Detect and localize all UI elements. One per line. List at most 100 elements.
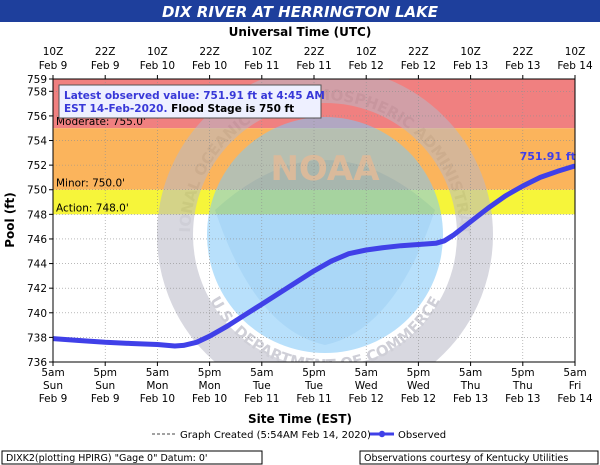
y-tick-label-3: 742 — [27, 283, 47, 295]
footer-right-box — [359, 450, 599, 465]
info-box-frame — [58, 84, 322, 119]
observed-series-line — [53, 163, 575, 349]
flood-band-label-0: Moderate: 755.0' — [56, 116, 146, 128]
top-axis-title: Universal Time (UTC) — [229, 25, 372, 39]
y-tick-label-9: 754 — [27, 136, 47, 148]
legend-observed-marker — [378, 430, 386, 438]
bottom-tick-time-2: 5am — [146, 367, 169, 379]
legend: Graph Created (5:54AM Feb 14, 2020) Obse… — [152, 430, 446, 441]
top-tick-date-4: Feb 11 — [244, 60, 279, 72]
footer-left-text: DIXK2(plotting HPIRG) "Gage 0" Datum: 0' — [6, 453, 208, 464]
bottom-tick-date-8: Feb 13 — [453, 393, 488, 405]
bottom-tick-date-10: Feb 14 — [557, 393, 593, 405]
info-box-date: EST 14-Feb-2020. — [64, 103, 167, 115]
y-tick-label-4: 744 — [27, 259, 47, 271]
bottom-tick-day-6: Wed — [355, 380, 378, 392]
y-tick-label-7: 750 — [27, 185, 47, 197]
top-tick-label-9: 22Z — [513, 46, 534, 58]
top-tick-date-3: Feb 10 — [192, 60, 227, 72]
bottom-tick-time-8: 5am — [459, 367, 482, 379]
watermark-ring — [157, 79, 493, 362]
y-tick-label-0: 736 — [27, 357, 47, 369]
bottom-tick-day-4: Tue — [252, 380, 271, 392]
latest-value-label: 751.91 ft — [520, 150, 576, 163]
footer-right-text: Observations courtesy of Kentucky Utilit… — [364, 453, 568, 464]
bottom-tick-date-6: Feb 12 — [349, 393, 384, 405]
top-tick-date-7: Feb 12 — [401, 60, 436, 72]
legend-graph-created: Graph Created (5:54AM Feb 14, 2020) — [180, 430, 371, 441]
y-tick-label-12: 759 — [27, 74, 47, 86]
top-tick-label-0: 10Z — [43, 46, 64, 58]
bottom-tick-day-1: Sun — [95, 380, 115, 392]
bottom-tick-day-7: Wed — [407, 380, 430, 392]
bottom-tick-time-6: 5am — [355, 367, 378, 379]
bottom-tick-date-2: Feb 10 — [140, 393, 175, 405]
top-tick-date-1: Feb 9 — [91, 60, 120, 72]
top-tick-date-6: Feb 12 — [349, 60, 384, 72]
top-tick-date-8: Feb 13 — [453, 60, 488, 72]
y-tick-label-11: 758 — [27, 86, 47, 98]
y-tick-label-1: 738 — [27, 332, 47, 344]
bottom-tick-time-5: 5pm — [302, 367, 326, 379]
bottom-tick-day-5: Tue — [304, 380, 323, 392]
bottom-tick-day-2: Mon — [146, 380, 168, 392]
top-tick-label-6: 10Z — [356, 46, 377, 58]
bottom-tick-date-7: Feb 12 — [401, 393, 436, 405]
bottom-tick-day-0: Sun — [43, 380, 63, 392]
y-axis-title: Pool (ft) — [3, 192, 17, 248]
bottom-tick-date-5: Feb 11 — [296, 393, 331, 405]
top-tick-label-10: 10Z — [565, 46, 586, 58]
bottom-tick-day-10: Fri — [569, 380, 582, 392]
bottom-tick-date-0: Feb 9 — [39, 393, 68, 405]
bottom-tick-date-1: Feb 9 — [91, 393, 120, 405]
y-tick-label-8: 752 — [27, 160, 47, 172]
info-box-line1: Latest observed value: 751.91 ft at 4:45… — [64, 90, 325, 102]
chart-title: DIX RIVER AT HERRINGTON LAKE — [162, 3, 439, 21]
top-tick-label-8: 10Z — [460, 46, 481, 58]
info-box-line2: EST 14-Feb-2020. Flood Stage is 750 ft — [64, 103, 294, 115]
bottom-tick-date-9: Feb 13 — [505, 393, 540, 405]
flood-band-label-1: Minor: 750.0' — [56, 178, 125, 190]
top-tick-date-0: Feb 9 — [39, 60, 68, 72]
footer-left-box — [1, 450, 263, 465]
bottom-tick-date-3: Feb 10 — [192, 393, 227, 405]
top-tick-date-5: Feb 11 — [296, 60, 331, 72]
top-tick-date-10: Feb 14 — [557, 60, 593, 72]
info-box-flood-stage: Flood Stage is 750 ft — [167, 103, 294, 115]
bottom-tick-day-8: Thu — [460, 380, 481, 392]
title-banner — [0, 0, 600, 22]
top-tick-label-5: 22Z — [304, 46, 325, 58]
gridlines — [53, 79, 575, 362]
top-tick-label-1: 22Z — [95, 46, 116, 58]
y-tick-label-2: 740 — [27, 308, 47, 320]
bottom-tick-time-4: 5am — [250, 367, 273, 379]
top-tick-label-4: 10Z — [252, 46, 273, 58]
top-tick-date-2: Feb 10 — [140, 60, 175, 72]
bottom-tick-time-3: 5pm — [198, 367, 222, 379]
top-tick-label-3: 22Z — [199, 46, 220, 58]
bottom-tick-time-7: 5pm — [407, 367, 431, 379]
top-tick-label-2: 10Z — [147, 46, 168, 58]
bottom-tick-day-9: Thu — [512, 380, 533, 392]
y-tick-label-5: 746 — [27, 234, 47, 246]
bottom-tick-date-4: Feb 11 — [244, 393, 279, 405]
watermark-logo-text: NOAA — [270, 149, 380, 189]
bottom-tick-time-9: 5pm — [511, 367, 535, 379]
y-tick-label-10: 756 — [27, 111, 47, 123]
top-axis: 10Z Feb 9 22Z Feb 9 10Z Feb 10 22Z Feb 10 10Z Feb… — [39, 46, 593, 79]
y-tick-label-6: 748 — [27, 209, 47, 221]
legend-observed: Observed — [398, 430, 446, 441]
top-tick-date-9: Feb 13 — [505, 60, 540, 72]
flood-band-label-2: Action: 748.0' — [56, 202, 129, 214]
flood-category-labels: Moderate: 755.0' Minor: 750.0' Action: 748… — [56, 116, 146, 214]
footer: DIXK2(plotting HPIRG) "Gage 0" Datum: 0'… — [1, 450, 599, 465]
bottom-tick-time-0: 5am — [41, 367, 64, 379]
top-tick-label-7: 22Z — [408, 46, 429, 58]
bottom-tick-day-3: Mon — [199, 380, 221, 392]
bottom-tick-time-1: 5pm — [93, 367, 117, 379]
x-axis-title: Site Time (EST) — [248, 412, 352, 426]
bottom-tick-time-10: 5am — [563, 367, 586, 379]
latest-info-box: Latest observed value: 751.91 ft at 4:45… — [58, 84, 325, 119]
